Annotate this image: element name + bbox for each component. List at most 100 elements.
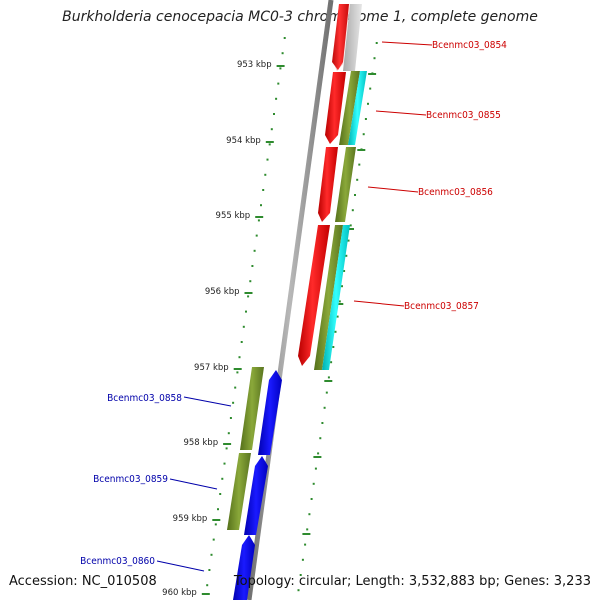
minor-tick [354, 194, 356, 196]
gene-label[interactable]: Bcenmc03_0855 [426, 110, 501, 121]
minor-tick [336, 315, 339, 318]
minor-tick [262, 189, 265, 191]
minor-tick [283, 37, 286, 39]
tick-label: 953 kbp [237, 60, 272, 70]
minor-tick [232, 401, 235, 404]
ruler-major-ticks: 953 kbp 954 kbp 955 kbp 956 kbp 957 kbp 958 k… [162, 60, 285, 598]
minor-tick [319, 437, 322, 440]
minor-tick [308, 513, 311, 516]
minor-tick [332, 346, 335, 348]
cds-band [335, 147, 356, 222]
ruler-minor-ticks-right [297, 42, 378, 592]
gene-arrow [332, 4, 349, 70]
minor-tick [323, 406, 326, 409]
minor-tick [343, 270, 346, 272]
cds-band [314, 225, 343, 370]
reverse-genes [233, 370, 282, 600]
rna-band [322, 225, 350, 370]
minor-tick [264, 173, 267, 176]
cds-band [339, 71, 360, 145]
minor-tick [234, 386, 237, 389]
minor-tick [236, 371, 239, 374]
minor-tick [375, 42, 378, 44]
grey-band [343, 4, 362, 71]
minor-tick [273, 113, 275, 115]
tick-label: 957 kbp [194, 363, 229, 373]
minor-tick [297, 589, 300, 592]
gene-label[interactable]: Bcenmc03_0857 [404, 301, 479, 312]
minor-tick [206, 584, 209, 587]
tick-label: 960 kbp [162, 588, 197, 598]
gene-label[interactable]: Bcenmc03_0859 [93, 474, 168, 485]
minor-tick [330, 361, 333, 364]
minor-tick [321, 422, 324, 424]
gene-arrow [298, 225, 330, 366]
map-title: Burkholderia cenocepacia MC0-3 chromosom… [62, 9, 538, 25]
tick-label: 955 kbp [216, 211, 251, 221]
forward-genes [298, 4, 350, 366]
minor-tick [356, 178, 359, 181]
minor-tick [266, 158, 269, 161]
minor-tick [277, 82, 280, 85]
minor-tick [364, 118, 367, 120]
gene-label[interactable]: Bcenmc03_0858 [107, 393, 182, 404]
minor-tick [229, 417, 232, 419]
genome-summary: Topology: circular; Length: 3,532,883 bp… [233, 574, 591, 589]
minor-tick [367, 102, 369, 105]
gene-arrow [258, 370, 282, 455]
minor-tick [347, 239, 350, 242]
gene-label[interactable]: Bcenmc03_0860 [80, 556, 155, 567]
minor-tick [268, 143, 271, 146]
minor-tick [245, 310, 247, 313]
cds-band [227, 453, 251, 530]
cds-band [240, 367, 264, 450]
minor-tick [310, 498, 313, 500]
ruler-minor-ticks-left [206, 37, 286, 587]
minor-tick [349, 224, 352, 227]
minor-tick [327, 376, 330, 379]
gene-arrow [233, 535, 255, 600]
minor-tick [208, 569, 211, 571]
minor-tick [270, 128, 273, 131]
minor-tick [301, 558, 304, 561]
minor-tick [210, 553, 213, 556]
gene-label[interactable]: Bcenmc03_0856 [418, 187, 493, 198]
minor-tick [255, 234, 258, 237]
minor-tick [249, 280, 252, 283]
minor-tick [314, 467, 317, 470]
minor-tick [334, 330, 337, 333]
minor-tick [238, 356, 241, 359]
minor-tick [304, 543, 307, 546]
minor-tick [257, 219, 260, 222]
accession-label: Accession: NC_010508 [9, 574, 157, 589]
minor-tick [306, 528, 309, 531]
minor-tick [212, 538, 215, 541]
label-leaders [156, 41, 433, 572]
chromosome-backbone [246, 0, 334, 600]
gene-label[interactable]: Bcenmc03_0854 [432, 40, 507, 51]
minor-tick [221, 477, 224, 480]
reverse-feature-bands [227, 367, 264, 530]
gene-arrow [244, 456, 268, 535]
minor-tick [260, 204, 262, 207]
minor-tick [223, 462, 226, 465]
minor-tick [242, 325, 245, 328]
minor-tick [345, 254, 348, 257]
rna-band [348, 71, 367, 145]
minor-tick [341, 285, 343, 288]
gene-arrow [325, 72, 346, 144]
minor-tick [351, 209, 354, 212]
minor-tick [275, 97, 278, 100]
minor-tick [299, 574, 302, 576]
tick-label: 956 kbp [205, 287, 240, 297]
minor-tick [227, 432, 230, 435]
gene-labels: Bcenmc03_0854 Bcenmc03_0855 Bcenmc03_085… [80, 40, 507, 567]
minor-tick [317, 452, 320, 455]
minor-tick [219, 493, 222, 495]
minor-tick [225, 447, 228, 450]
tick-label: 959 kbp [173, 514, 208, 524]
minor-tick [217, 508, 219, 511]
minor-tick [369, 87, 372, 90]
minor-tick [247, 295, 250, 298]
